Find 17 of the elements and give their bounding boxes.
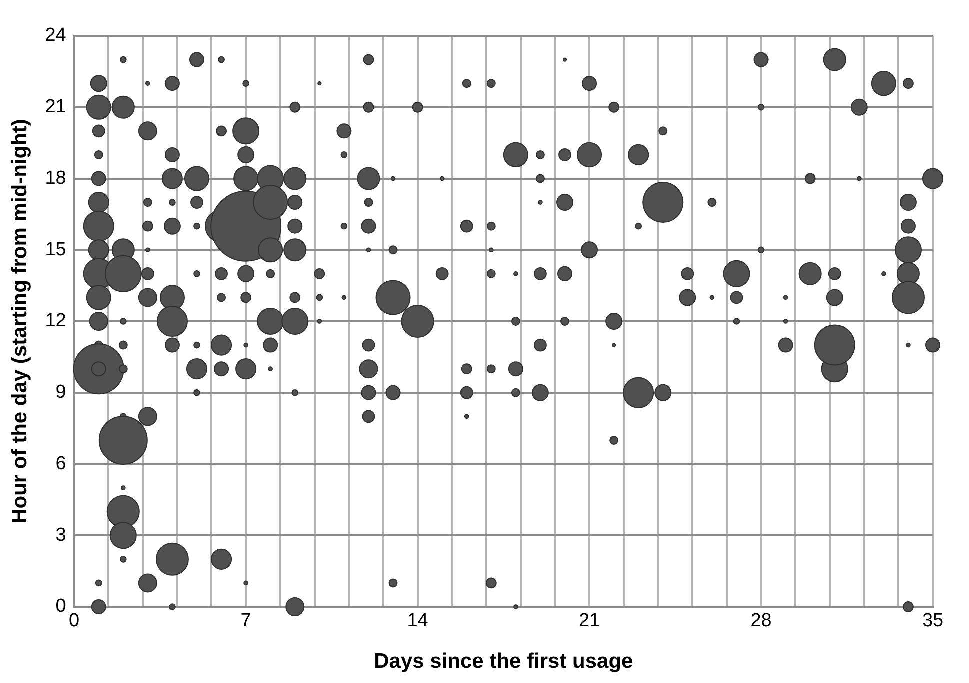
x-axis-title: Days since the first usage bbox=[374, 650, 634, 674]
x-tick-label: 7 bbox=[240, 610, 252, 632]
y-tick-label: 12 bbox=[45, 310, 66, 332]
y-tick-label: 21 bbox=[45, 96, 66, 118]
y-tick-label: 18 bbox=[45, 168, 66, 189]
x-tick-label: 21 bbox=[578, 610, 600, 632]
y-tick-label: 15 bbox=[45, 239, 66, 260]
y-tick-label: 0 bbox=[56, 596, 66, 618]
y-axis-title: Hour of the day (starting from mid-night) bbox=[8, 119, 32, 524]
y-tick-label: 9 bbox=[56, 382, 66, 404]
y-tick-label: 3 bbox=[56, 524, 66, 546]
x-tick-label: 14 bbox=[407, 610, 429, 632]
y-tick-label: 6 bbox=[56, 453, 66, 474]
x-tick-label: 28 bbox=[750, 610, 772, 632]
x-tick-label: 35 bbox=[922, 610, 944, 632]
y-tick-label: 24 bbox=[45, 25, 67, 46]
x-tick-label: 0 bbox=[69, 610, 80, 632]
